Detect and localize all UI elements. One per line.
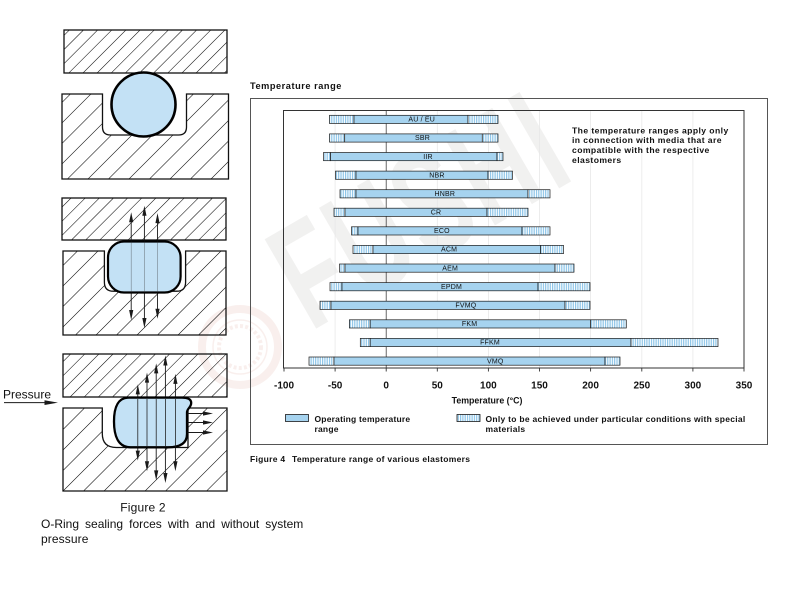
svg-text:Pressure: Pressure: [3, 388, 51, 402]
svg-text:AU / EU: AU / EU: [408, 117, 435, 124]
svg-text:ACM: ACM: [441, 247, 457, 254]
svg-text:FFKM: FFKM: [480, 340, 500, 347]
svg-text:VMQ: VMQ: [487, 358, 504, 365]
svg-text:Temperature range of various e: Temperature range of various elastomers: [292, 454, 470, 464]
svg-text:-100: -100: [274, 381, 294, 392]
svg-text:250: 250: [633, 381, 650, 392]
svg-text:Only to be achieved under part: Only to be achieved under particular con…: [486, 414, 746, 424]
svg-text:elastomers: elastomers: [572, 155, 622, 165]
svg-text:150: 150: [531, 381, 548, 392]
svg-text:ECO: ECO: [434, 228, 450, 235]
svg-text:in connection with media that: in connection with media that are: [572, 135, 722, 145]
svg-text:O-Ring sealing forces with and: O-Ring sealing forces with and without s…: [41, 517, 303, 531]
svg-text:AEM: AEM: [442, 265, 458, 272]
svg-text:Temperature (°C): Temperature (°C): [452, 396, 523, 406]
svg-text:200: 200: [582, 381, 599, 392]
svg-text:HNBR: HNBR: [434, 191, 455, 198]
svg-text:FKM: FKM: [462, 321, 477, 328]
svg-text:0: 0: [383, 381, 389, 392]
svg-text:SBR: SBR: [415, 135, 430, 142]
svg-text:350: 350: [736, 381, 753, 392]
svg-text:NBR: NBR: [429, 172, 444, 179]
svg-text:materials: materials: [486, 424, 526, 434]
svg-text:50: 50: [432, 381, 444, 392]
svg-text:compatible with the respective: compatible with the respective: [572, 145, 710, 155]
svg-text:-50: -50: [328, 381, 343, 392]
svg-text:Operating temperature: Operating temperature: [315, 414, 411, 424]
svg-text:pressure: pressure: [41, 532, 89, 546]
svg-text:FVMQ: FVMQ: [455, 303, 476, 310]
svg-text:Figure 4: Figure 4: [250, 454, 285, 464]
svg-text:EPDM: EPDM: [441, 284, 462, 291]
svg-text:Temperature range: Temperature range: [250, 81, 342, 91]
svg-text:IIR: IIR: [423, 154, 433, 161]
svg-text:CR: CR: [431, 210, 442, 217]
svg-text:Figure 2: Figure 2: [120, 501, 166, 515]
svg-text:The temperature ranges apply o: The temperature ranges apply only: [572, 126, 729, 136]
svg-text:range: range: [315, 424, 339, 434]
svg-text:300: 300: [685, 381, 702, 392]
svg-text:100: 100: [480, 381, 497, 392]
